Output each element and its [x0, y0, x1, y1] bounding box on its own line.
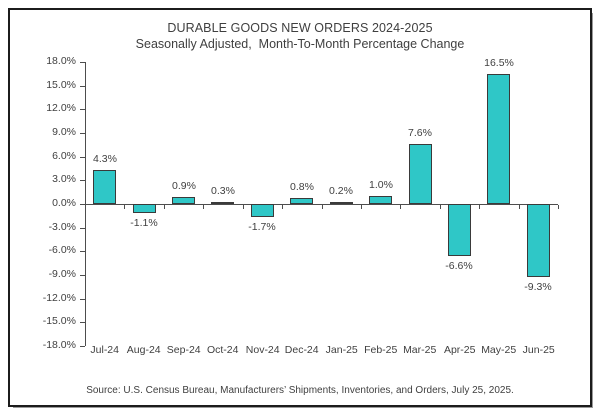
y-tick [80, 322, 85, 323]
y-tick-label: 9.0% [52, 126, 76, 138]
bar [369, 196, 392, 204]
x-tick-label: Feb-25 [364, 344, 398, 356]
bar [330, 202, 353, 204]
bar-value-label: 0.9% [172, 180, 196, 192]
chart-subtitle: Seasonally Adjusted, Month-To-Month Perc… [135, 37, 465, 51]
x-tick [85, 205, 86, 209]
x-tick-label: Jan-25 [325, 344, 358, 356]
y-tick [80, 180, 85, 181]
bar [409, 144, 432, 204]
x-tick-label: Apr-25 [443, 344, 476, 356]
bar-value-label: 4.3% [93, 153, 117, 165]
x-tick [361, 205, 362, 209]
bar [172, 197, 195, 204]
bar-value-label: -6.6% [445, 260, 473, 272]
x-tick [282, 205, 283, 209]
bar [93, 170, 116, 204]
bar [251, 204, 274, 217]
bar-value-label: 7.6% [408, 127, 432, 139]
chart-title: DURABLE GOODS NEW ORDERS 2024-2025 [167, 21, 433, 35]
bar [211, 202, 234, 204]
source-note: Source: U.S. Census Bureau, Manufacturer… [86, 385, 514, 396]
bar [448, 204, 471, 256]
y-tick [80, 251, 85, 252]
y-tick [80, 86, 85, 87]
bar-value-label: 0.2% [329, 185, 353, 197]
y-tick-label: 3.0% [52, 173, 76, 185]
x-axis-line [85, 204, 559, 205]
bar [527, 204, 550, 277]
y-tick-label: -12.0% [42, 292, 76, 304]
y-tick-label: 15.0% [46, 79, 76, 91]
bar [133, 204, 156, 213]
y-tick [80, 346, 85, 347]
bar-value-label: 0.8% [290, 181, 314, 193]
x-tick-label: Dec-24 [284, 344, 319, 356]
y-tick [80, 275, 85, 276]
y-tick [80, 109, 85, 110]
x-tick-label: Nov-24 [245, 344, 280, 356]
y-tick-label: -15.0% [42, 315, 76, 327]
bar [290, 198, 313, 204]
x-tick [322, 205, 323, 209]
x-tick [164, 205, 165, 209]
y-tick [80, 157, 85, 158]
y-tick-label: -3.0% [48, 221, 76, 233]
y-tick [80, 228, 85, 229]
y-tick [80, 204, 85, 205]
y-tick [80, 133, 85, 134]
x-tick [243, 205, 244, 209]
x-tick-label: Mar-25 [403, 344, 437, 356]
x-tick [479, 205, 480, 209]
y-tick-label: -18.0% [42, 339, 76, 351]
y-tick-label: 0.0% [52, 197, 76, 209]
y-tick-label: 6.0% [52, 150, 76, 162]
y-tick-label: -9.0% [48, 268, 76, 280]
y-tick-label: 12.0% [46, 102, 76, 114]
x-tick-label: Aug-24 [126, 344, 161, 356]
y-tick-label: 18.0% [46, 55, 76, 67]
x-tick-label: Jul-24 [90, 344, 119, 356]
bar-value-label: -9.3% [524, 281, 552, 293]
bar-value-label: -1.1% [130, 217, 158, 229]
y-tick [80, 299, 85, 300]
bar-value-label: -1.7% [248, 221, 276, 233]
y-tick [80, 62, 85, 63]
x-tick-label: Jun-25 [522, 344, 555, 356]
bar [487, 74, 510, 204]
x-tick [124, 205, 125, 209]
x-tick-label: Oct-24 [206, 344, 239, 356]
bar-value-label: 0.3% [211, 185, 235, 197]
x-tick [519, 205, 520, 209]
x-tick-label: May-25 [481, 344, 517, 356]
bar-value-label: 1.0% [369, 179, 393, 191]
bar-value-label: 16.5% [484, 57, 514, 69]
y-tick-label: -6.0% [48, 244, 76, 256]
x-tick [203, 205, 204, 209]
x-tick [440, 205, 441, 209]
x-tick-label: Sep-24 [166, 344, 201, 356]
x-tick [558, 205, 559, 209]
x-tick [400, 205, 401, 209]
